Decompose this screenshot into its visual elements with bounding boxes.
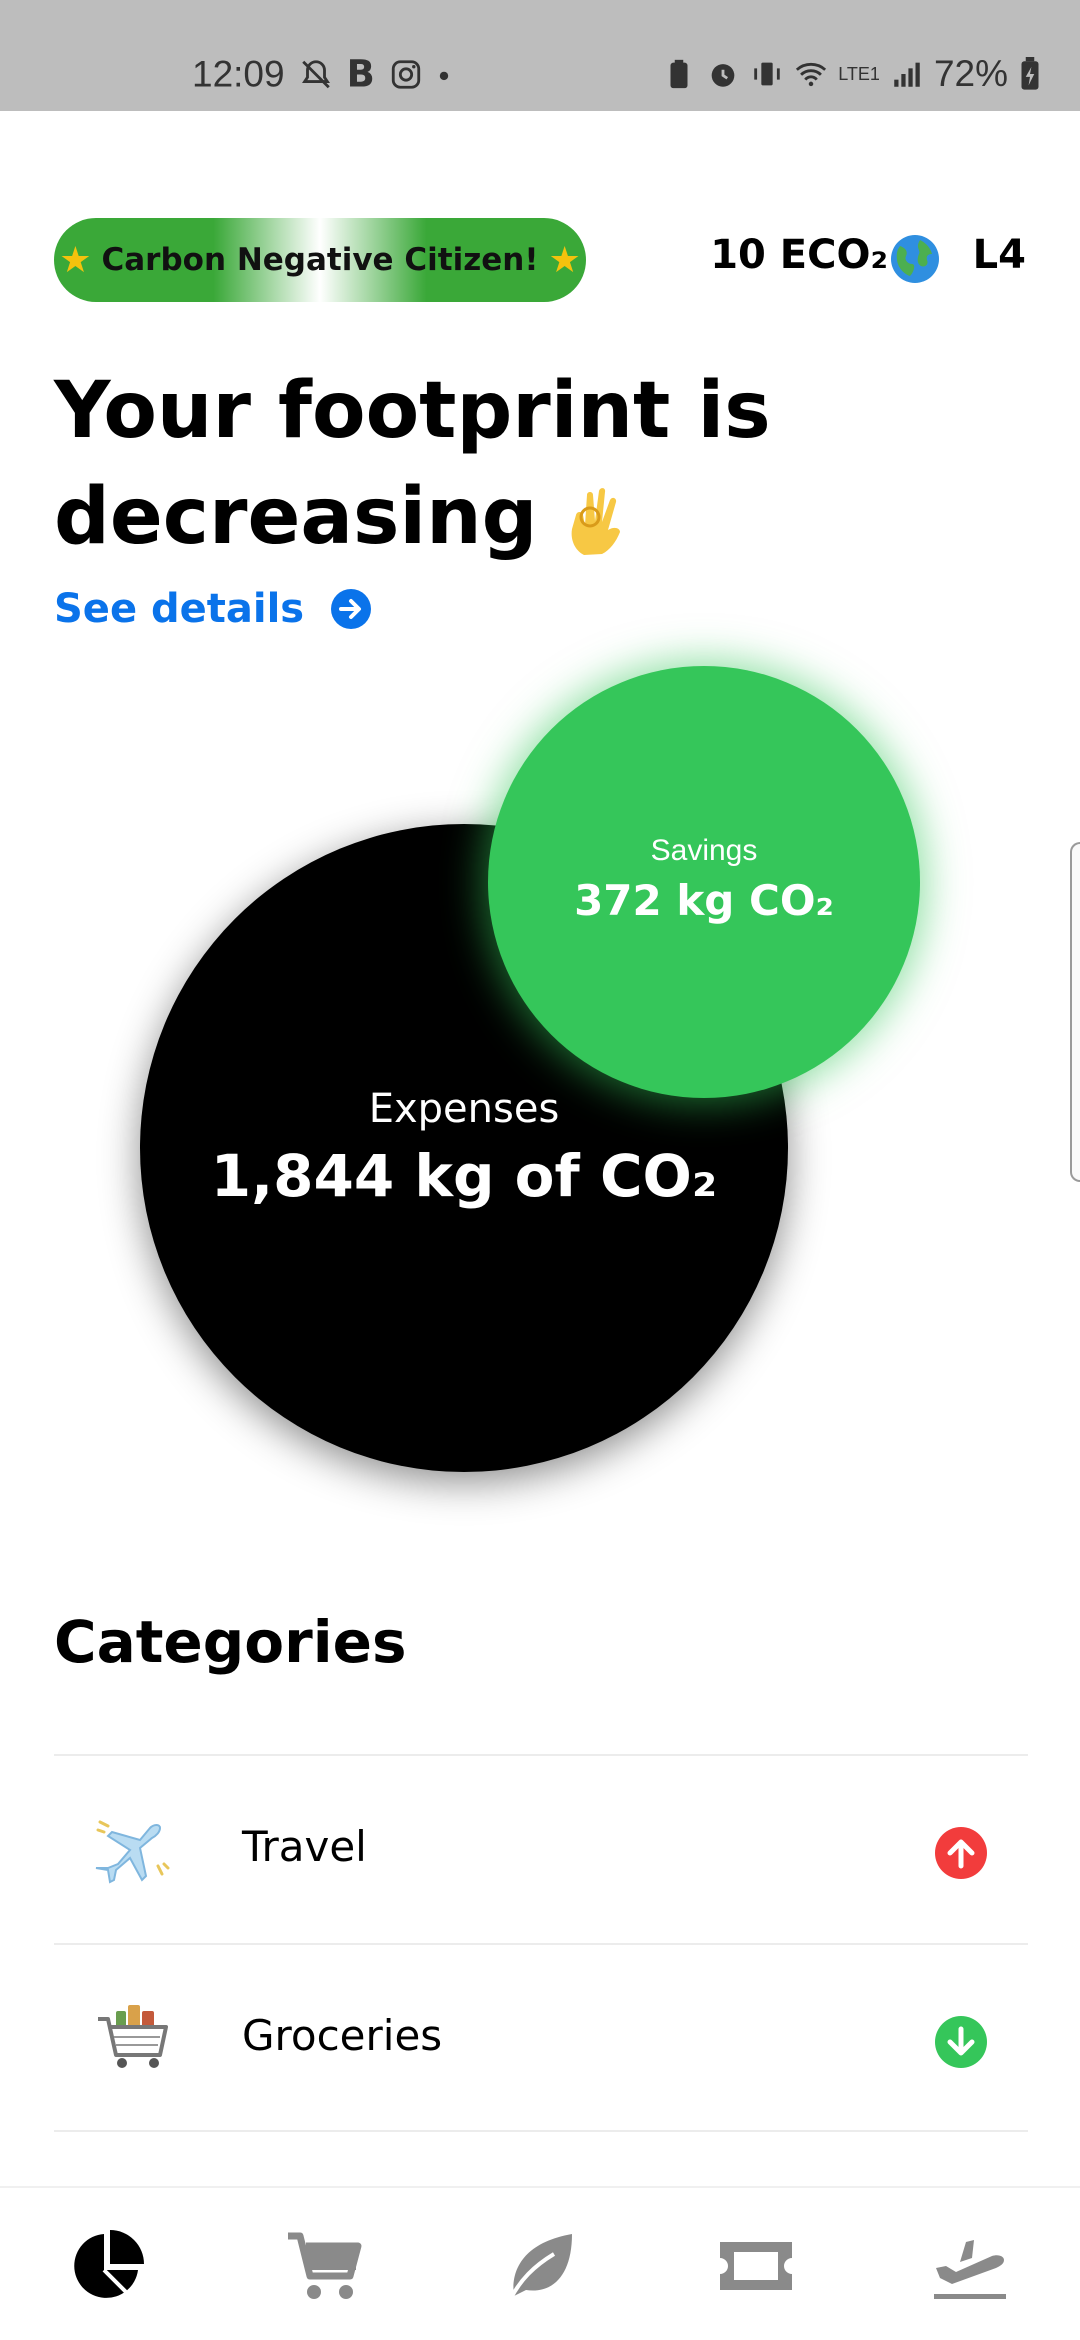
ok-hand-icon: [564, 477, 628, 557]
badge-label: Carbon Negative Citizen!: [101, 242, 539, 278]
bottom-navigation: [0, 2186, 1080, 2340]
header-row: ★ Carbon Negative Citizen! ★ 10 ECO₂ L4: [54, 218, 1026, 302]
battery-saver-icon: [662, 57, 696, 91]
airplane-icon: [94, 1808, 174, 1888]
nav-cart-icon[interactable]: [284, 2228, 364, 2304]
category-row-groceries[interactable]: Groceries: [54, 1943, 1028, 2132]
citizen-badge[interactable]: ★ Carbon Negative Citizen! ★: [54, 218, 586, 302]
instagram-icon: [389, 57, 423, 91]
category-label: Groceries: [242, 2011, 443, 2060]
shopping-cart-icon: [94, 1997, 174, 2077]
nav-ticket-icon[interactable]: [716, 2228, 796, 2304]
level-indicator[interactable]: L4: [972, 232, 1026, 278]
globe-icon: [890, 234, 940, 284]
network-label: LTE1: [838, 64, 880, 84]
arrow-right-circle-icon: [330, 588, 372, 630]
category-row-travel[interactable]: Travel: [54, 1754, 1028, 1943]
edge-panel-handle[interactable]: [1070, 842, 1080, 1182]
category-label: Travel: [242, 1822, 367, 1871]
status-left: 12:09 B: [192, 53, 451, 96]
nav-leaf-icon[interactable]: [500, 2228, 580, 2304]
nav-pie-chart-icon[interactable]: [70, 2228, 150, 2304]
alarm-icon: [706, 57, 740, 91]
b-app-icon: B: [346, 52, 375, 96]
savings-value: 372 kg CO₂: [574, 876, 834, 925]
nav-plane-departure-icon[interactable]: [930, 2228, 1010, 2304]
categories-list: Travel Groceries: [54, 1754, 1028, 2132]
see-details-label: See details: [54, 586, 305, 632]
eco-count[interactable]: 10 ECO₂: [710, 232, 888, 278]
status-right: LTE1 72%: [662, 53, 1042, 95]
battery-percent: 72%: [933, 53, 1008, 94]
trend-down-icon: [934, 2015, 988, 2069]
star-icon: ★: [548, 239, 581, 281]
headline-line-2: decreasing: [54, 464, 954, 570]
savings-label: Savings: [650, 834, 758, 867]
headline-line-2-text: decreasing: [54, 472, 538, 562]
expenses-label: Expenses: [368, 1086, 560, 1132]
see-details-link[interactable]: See details: [54, 586, 372, 632]
expenses-value: 1,844 kg of CO₂: [210, 1142, 718, 1210]
star-icon: ★: [59, 239, 92, 281]
wifi-icon: [794, 57, 828, 91]
trend-up-icon: [934, 1826, 988, 1880]
vibrate-icon: [750, 57, 784, 91]
status-time: 12:09: [192, 53, 285, 94]
battery-charging-icon: [1018, 57, 1042, 91]
headline-line-1: Your footprint is: [54, 366, 771, 456]
status-bar: 12:09 B LTE1 72%: [0, 0, 1080, 111]
dot-icon: [437, 57, 451, 91]
signal-icon: [890, 57, 924, 91]
page-title: Your footprint is decreasing: [54, 358, 954, 570]
notifications-off-icon: [299, 57, 333, 91]
savings-bubble[interactable]: Savings 372 kg CO₂: [488, 666, 920, 1098]
categories-title: Categories: [54, 1608, 407, 1676]
